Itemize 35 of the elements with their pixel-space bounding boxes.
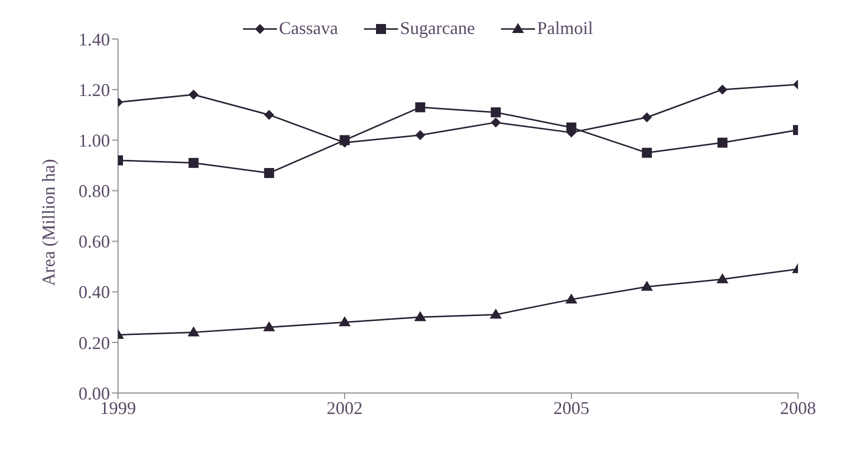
point	[717, 84, 728, 95]
point	[640, 280, 653, 291]
x-tick-label: 2005	[553, 398, 590, 418]
point	[188, 158, 199, 168]
point	[490, 107, 501, 118]
point	[415, 102, 426, 112]
y-tick-label: 1.20	[78, 80, 110, 100]
point	[642, 148, 652, 158]
y-tick-label: 0.00	[78, 383, 110, 404]
x-tick-label: 2008	[780, 398, 816, 418]
point	[264, 168, 274, 178]
point	[565, 293, 578, 304]
y-tick-label: 0.20	[78, 332, 110, 353]
point	[490, 117, 501, 128]
point	[414, 311, 426, 322]
point	[642, 112, 652, 122]
y-tick-label: 1.00	[78, 130, 110, 151]
y-tick-label: 0.60	[78, 232, 110, 252]
y-tick-label: 1.40	[78, 29, 110, 50]
point	[490, 308, 502, 319]
legend-label: Palmoil	[536, 18, 593, 39]
point	[717, 138, 728, 148]
point	[263, 321, 276, 332]
y-tick-label: 0.40	[78, 282, 110, 302]
legend-label: Cassava	[279, 18, 338, 39]
x-tick-label: 2002	[326, 398, 363, 418]
point	[188, 326, 200, 336]
y-tick-label: 0.80	[78, 181, 110, 202]
point	[264, 110, 274, 120]
legend-label: Sugarcane	[400, 18, 475, 39]
y-axis-title: Area (Million ha)	[38, 159, 58, 286]
point	[338, 316, 351, 326]
point	[415, 130, 426, 140]
point	[716, 273, 728, 284]
point	[188, 90, 199, 100]
